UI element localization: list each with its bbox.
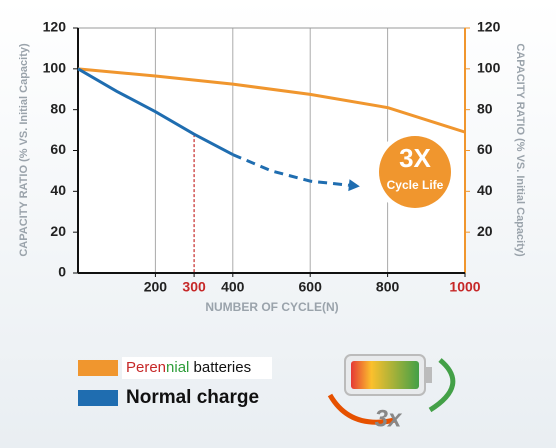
icon-text: 3x	[375, 405, 403, 432]
badge: 3X Cycle Life	[374, 131, 456, 213]
x-tick-label: 200	[144, 279, 168, 295]
y-tick-label: 60	[50, 141, 66, 157]
y-tick-label: 80	[50, 100, 66, 116]
series-line-projection	[232, 153, 350, 187]
legend-label: Normal charge	[126, 387, 259, 408]
battery-tip	[425, 367, 432, 383]
arrow-head	[348, 179, 360, 192]
x-tick-label: 300	[182, 279, 206, 295]
y2-tick-label: 40	[477, 182, 493, 198]
y2-tick-label: 80	[477, 100, 493, 116]
y2-tick-label: 60	[477, 141, 493, 157]
series-line	[77, 67, 466, 134]
arrow-right	[428, 358, 456, 413]
y2-tick-label: 120	[477, 19, 501, 35]
arrow-left	[327, 393, 396, 425]
y2-tick-label: 20	[477, 223, 493, 239]
y-tick-label: 0	[58, 264, 66, 280]
badge-title: 3X	[399, 143, 431, 173]
legend-label: Perennial batteries	[126, 359, 251, 376]
battery-icon: 3x	[327, 354, 456, 432]
legend-label-bg	[122, 357, 272, 379]
y-axis-title: CAPACITY RATIO (% VS. Initial Capacity)	[18, 43, 30, 257]
badge-circle	[379, 136, 451, 208]
legend-swatch	[78, 390, 118, 406]
badge-subtitle: Cycle Life	[387, 178, 444, 192]
series-line	[77, 67, 234, 156]
y-tick-label: 20	[50, 223, 66, 239]
y-tick-label: 120	[43, 19, 67, 35]
x-tick-label: 1000	[449, 279, 480, 295]
legend-swatch	[78, 360, 118, 376]
x-tick-label: 600	[299, 279, 323, 295]
y-tick-label: 40	[50, 182, 66, 198]
y-tick-label: 100	[43, 60, 67, 76]
battery-fill	[351, 361, 419, 389]
y2-axis-title: CAPACITY RATIO (% VS. Initial Capacity)	[514, 43, 526, 257]
x-axis-title: NUMBER OF CYCLE(N)	[205, 300, 338, 314]
x-tick-label: 800	[376, 279, 400, 295]
x-tick-label: 400	[221, 279, 245, 295]
y2-tick-label: 100	[477, 60, 501, 76]
